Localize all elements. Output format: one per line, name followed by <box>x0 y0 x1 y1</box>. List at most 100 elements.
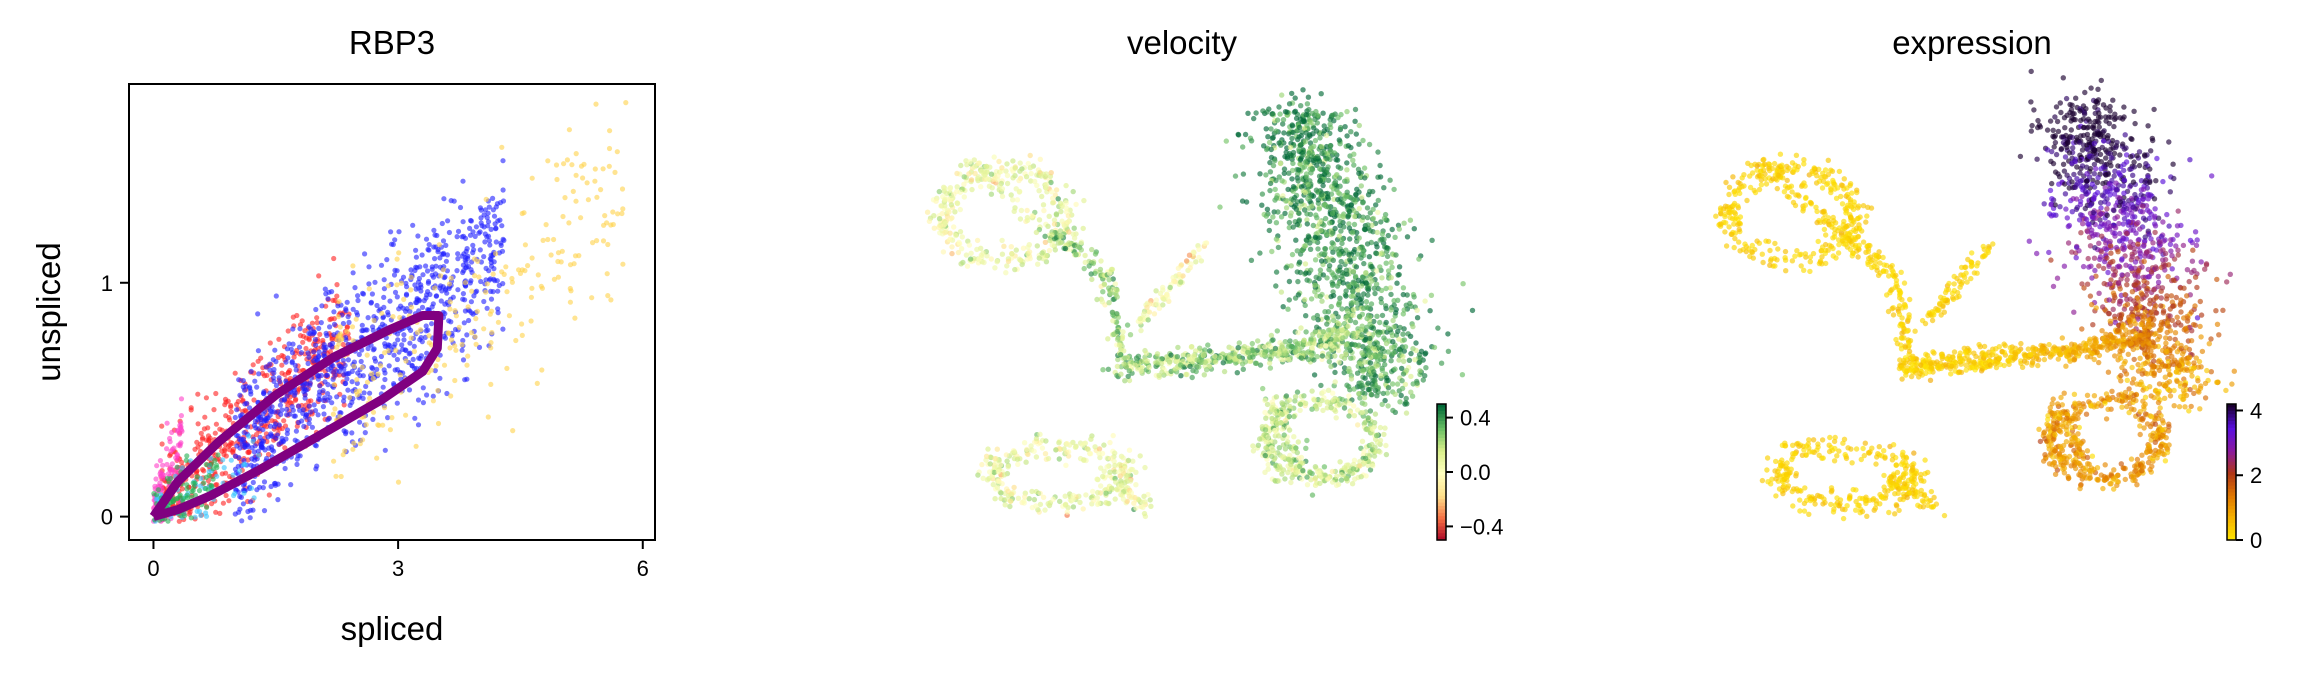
data-point <box>228 404 234 410</box>
data-point <box>423 236 430 242</box>
cell-point <box>1172 366 1179 372</box>
data-point <box>335 314 342 320</box>
data-point <box>607 128 613 134</box>
cell-point <box>1189 374 1195 381</box>
cell-point <box>1298 325 1304 331</box>
data-point <box>184 453 190 459</box>
data-point <box>585 197 592 203</box>
cell-point <box>1306 234 1312 240</box>
cell-point <box>1303 313 1309 319</box>
cell-point <box>1325 204 1332 210</box>
data-point <box>525 263 531 269</box>
data-point <box>370 324 376 330</box>
cell-point <box>1313 274 1319 280</box>
cell-point <box>1322 472 1329 478</box>
embedding-points <box>924 87 1476 520</box>
data-point <box>286 341 292 347</box>
data-point <box>519 321 525 327</box>
cell-point <box>1393 310 1399 316</box>
data-point <box>385 348 391 354</box>
cell-point <box>1250 443 1256 449</box>
data-point <box>499 269 505 275</box>
cell-point <box>1296 455 1302 461</box>
data-point <box>279 407 285 413</box>
cell-point <box>1362 401 1368 407</box>
data-point <box>284 346 290 352</box>
cell-point <box>1100 367 1106 373</box>
data-point <box>331 458 337 464</box>
cell-point <box>974 246 980 253</box>
cell-point <box>1212 353 1218 360</box>
data-point <box>284 406 290 412</box>
cell-point <box>1351 162 1357 168</box>
cell-point <box>961 194 967 200</box>
data-point <box>528 294 535 300</box>
cell-point <box>988 191 995 197</box>
cell-point <box>960 259 966 266</box>
cell-point <box>1296 146 1302 153</box>
data-point <box>413 443 419 449</box>
cell-point <box>1294 449 1301 456</box>
data-point <box>321 397 327 404</box>
data-point <box>396 250 402 256</box>
cell-point <box>1154 351 1161 357</box>
data-point <box>569 162 575 168</box>
data-point <box>251 495 257 501</box>
data-point <box>292 362 298 368</box>
data-point <box>322 379 328 385</box>
data-point <box>350 270 356 276</box>
data-point <box>411 343 417 349</box>
data-point <box>154 463 160 469</box>
cell-point <box>931 225 937 231</box>
cell-point <box>1347 317 1354 324</box>
cell-point <box>1312 289 1318 295</box>
cell-point <box>1357 463 1363 469</box>
data-point <box>289 359 295 365</box>
cell-point <box>1270 111 1276 117</box>
cell-point <box>1365 415 1371 421</box>
cell-point <box>1329 343 1335 349</box>
cell-point <box>1064 509 1071 515</box>
data-point <box>620 206 626 212</box>
cell-point <box>1388 275 1394 281</box>
data-point <box>491 259 497 265</box>
cell-point <box>1349 230 1356 236</box>
cell-point <box>1226 355 1232 361</box>
cell-point <box>1114 287 1120 293</box>
cell-point <box>1335 196 1341 203</box>
cell-point <box>1372 444 1378 450</box>
data-point <box>396 229 402 235</box>
cell-point <box>1389 381 1396 387</box>
data-point <box>290 314 296 320</box>
cell-point <box>1015 495 1022 501</box>
data-point <box>325 296 331 302</box>
cell-point <box>1308 336 1314 342</box>
data-point <box>612 169 618 175</box>
cell-point <box>1073 252 1079 258</box>
cell-point <box>1310 222 1317 229</box>
data-point <box>306 354 312 360</box>
data-point <box>234 443 240 449</box>
cell-point <box>1269 415 1275 422</box>
cell-point <box>1297 401 1304 408</box>
data-point <box>278 397 284 404</box>
data-point <box>473 341 479 347</box>
cell-point <box>1240 144 1246 150</box>
cell-point <box>1081 197 1087 204</box>
cell-point <box>1081 265 1087 272</box>
data-point <box>323 372 329 378</box>
data-point <box>415 422 422 428</box>
cell-point <box>1362 359 1368 365</box>
cell-point <box>1373 250 1380 257</box>
data-point <box>256 452 262 458</box>
data-point <box>429 321 435 327</box>
cell-point <box>1166 359 1173 365</box>
data-point <box>471 247 477 253</box>
data-point <box>371 346 377 352</box>
data-point <box>247 405 253 411</box>
data-point <box>276 375 282 381</box>
cell-point <box>1429 237 1435 243</box>
cell-point <box>1302 296 1308 303</box>
cell-point <box>1379 236 1385 242</box>
data-point <box>364 352 370 358</box>
